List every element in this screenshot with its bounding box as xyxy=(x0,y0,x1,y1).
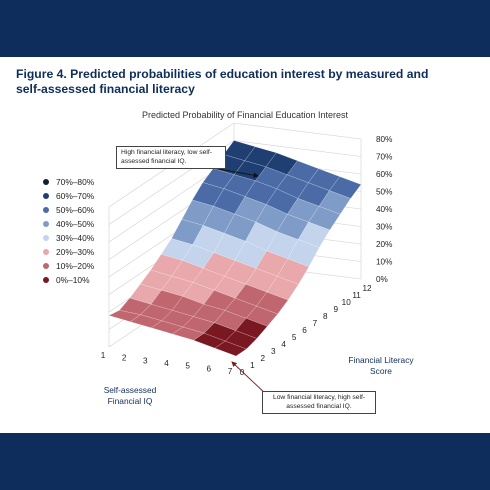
legend-swatch xyxy=(43,179,49,185)
arrow-low-literacy xyxy=(231,361,269,397)
tick-label: 1 xyxy=(250,361,255,370)
x-axis-label: Financial Literacy Score xyxy=(348,355,414,376)
legend-swatch xyxy=(43,207,49,213)
tick-label: 4 xyxy=(281,340,286,349)
tick-label: 1 xyxy=(101,351,106,360)
tick-label: 0 xyxy=(240,368,245,377)
legend-swatch xyxy=(43,221,49,227)
legend-label: 70%–80% xyxy=(56,177,95,187)
tick-label: 50% xyxy=(376,188,392,197)
legend-label: 0%–10% xyxy=(56,275,90,285)
tick-label: 5 xyxy=(185,362,190,371)
tick-label: 3 xyxy=(143,356,148,365)
legend-swatch xyxy=(43,263,49,269)
header-band xyxy=(0,0,490,57)
legend: 70%–80% 60%–70% 50%–60% 40%–50% 30%–40% … xyxy=(43,175,94,287)
tick-label: 0% xyxy=(376,275,388,284)
legend-item: 0%–10% xyxy=(43,273,94,287)
tick-label: 2 xyxy=(122,354,127,363)
annotation-arrows xyxy=(212,167,269,397)
legend-label: 30%–40% xyxy=(56,233,95,243)
surface-facets xyxy=(108,140,362,357)
tick-label: 70% xyxy=(376,153,392,162)
legend-label: 20%–30% xyxy=(56,247,95,257)
tick-label: 3 xyxy=(271,347,276,356)
tick-label: 7 xyxy=(228,367,233,376)
tick-label: 80% xyxy=(376,135,392,144)
legend-swatch xyxy=(43,235,49,241)
legend-item: 10%–20% xyxy=(43,259,94,273)
tick-label: 40% xyxy=(376,205,392,214)
legend-label: 10%–20% xyxy=(56,261,95,271)
tick-labels: 0%10%20%30%40%50%60%70%80%01234567891011… xyxy=(101,135,393,377)
legend-item: 50%–60% xyxy=(43,203,94,217)
tick-label: 7 xyxy=(313,319,318,328)
tick-label: 60% xyxy=(376,170,392,179)
legend-label: 40%–50% xyxy=(56,219,95,229)
figure-title: Figure 4. Predicted probabilities of edu… xyxy=(16,67,429,96)
legend-swatch xyxy=(43,277,49,283)
tick-label: 8 xyxy=(323,312,328,321)
tick-label: 10 xyxy=(342,298,352,307)
tick-label: 30% xyxy=(376,223,392,232)
tick-label: 12 xyxy=(362,284,372,293)
legend-item: 40%–50% xyxy=(43,217,94,231)
tick-label: 20% xyxy=(376,240,392,249)
legend-item: 20%–30% xyxy=(43,245,94,259)
tick-label: 5 xyxy=(292,333,297,342)
legend-label: 60%–70% xyxy=(56,191,95,201)
legend-swatch xyxy=(43,249,49,255)
annotation-high-literacy: High financial literacy, low self-assess… xyxy=(116,146,226,169)
tick-label: 10% xyxy=(376,258,392,267)
y-axis-label: Self-assessed Financial IQ xyxy=(103,385,157,406)
footer-band xyxy=(0,433,490,490)
annotation-low-literacy: Low financial literacy, high self-assess… xyxy=(262,391,376,414)
tick-label: 9 xyxy=(334,305,339,314)
surface-facet xyxy=(214,340,247,357)
tick-label: 6 xyxy=(302,326,307,335)
tick-label: 2 xyxy=(261,354,266,363)
tick-label: 6 xyxy=(207,364,212,373)
chart-title: Predicted Probability of Financial Educa… xyxy=(141,110,349,120)
legend-label: 50%–60% xyxy=(56,205,95,215)
legend-item: 30%–40% xyxy=(43,231,94,245)
tick-label: 4 xyxy=(164,359,169,368)
legend-item: 60%–70% xyxy=(43,189,94,203)
legend-swatch xyxy=(43,193,49,199)
arrow-high-literacy xyxy=(212,167,259,178)
legend-item: 70%–80% xyxy=(43,175,94,189)
tick-label: 11 xyxy=(352,291,361,300)
